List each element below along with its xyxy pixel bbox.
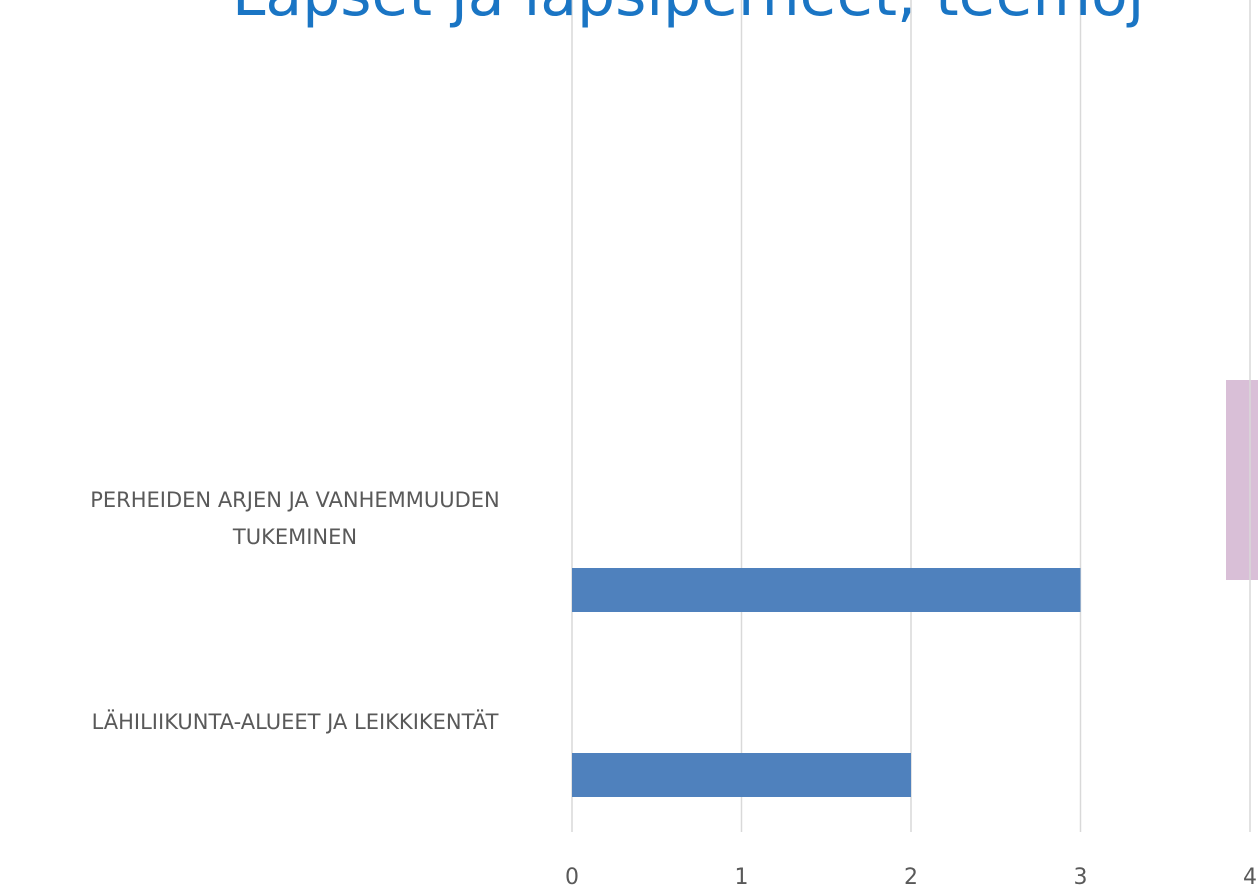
decorative-image	[1226, 380, 1258, 580]
y-tick-label: PERHEIDEN ARJEN JA VANHEMMUUDEN TUKEMINE…	[35, 482, 555, 556]
x-tick-label: 1	[735, 865, 749, 890]
chart-title: Lapset ja lapsiperheet, teemoj	[232, 0, 1144, 30]
x-tick-label: 0	[565, 865, 579, 890]
x-tick-label: 4	[1243, 865, 1257, 890]
bar	[572, 753, 911, 797]
chart: 0 1 2 3 4 Lapset ja lapsiperheet, teemoj PER…	[0, 0, 1258, 893]
plot-area: 0 1 2 3 4	[0, 0, 1258, 893]
x-tick-label: 3	[1074, 865, 1088, 890]
bar	[572, 568, 1081, 612]
x-tick-label: 2	[904, 865, 918, 890]
y-tick-label: LÄHILIIKUNTA-ALUEET JA LEIKKIKENTÄT	[35, 704, 555, 741]
